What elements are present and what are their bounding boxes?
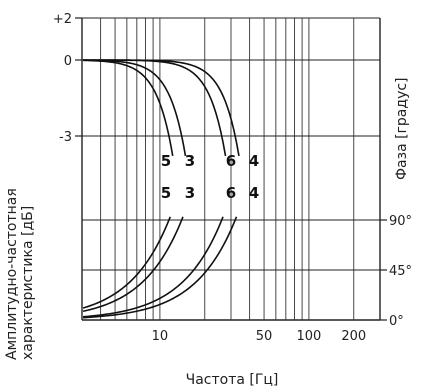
y-axis-right-label: Фаза [градус] [394, 77, 410, 180]
grid [75, 17, 387, 321]
phase-curve-label-4: 4 [249, 184, 259, 202]
amplitude-curve-5 [83, 59, 174, 157]
phase-curve-label-5: 5 [161, 184, 171, 202]
y-axis-left-label-line: характеристика [дБ] [20, 206, 36, 360]
x-tick-label: 50 [256, 329, 273, 344]
amplitude-curve-label-5: 5 [161, 152, 171, 170]
y-left-tick-label: +2 [53, 12, 72, 27]
phase-curve-4 [83, 216, 238, 319]
x-tick-label: 200 [341, 329, 366, 344]
phase-curve-6 [83, 216, 224, 318]
y-axis-left-label-line: Амплитудно-частотная [4, 188, 20, 360]
tick-labels: 10 50 100 200 +2 0 -3 90° 45° 0° [53, 12, 412, 344]
phase-curve-5 [82, 216, 171, 309]
y-right-tick-label: 90° [389, 214, 412, 229]
y-left-tick-label: 0 [64, 54, 72, 69]
curves [82, 59, 240, 319]
x-axis-label: Частота [Гц] [186, 372, 279, 388]
phase-curve-label-6: 6 [226, 184, 236, 202]
amplitude-curve-label-4: 4 [249, 152, 259, 170]
amplitude-curve-label-3: 3 [185, 152, 195, 170]
amplitude-curve-label-6: 6 [226, 152, 236, 170]
y-axis-left-label: Амплитудно-частотнаяхарактеристика [дБ] [4, 188, 36, 360]
y-left-tick-label: -3 [59, 130, 72, 145]
phase-curve-3 [82, 216, 184, 313]
x-tick-label: 10 [152, 329, 169, 344]
phase-curve-label-3: 3 [185, 184, 195, 202]
labels: 5 3 6 4 5 3 6 4 [161, 152, 259, 202]
x-tick-label: 100 [296, 329, 321, 344]
y-right-tick-label: 45° [389, 264, 412, 279]
amplitude-curve-4 [83, 59, 240, 157]
y-right-tick-label: 0° [389, 314, 404, 329]
